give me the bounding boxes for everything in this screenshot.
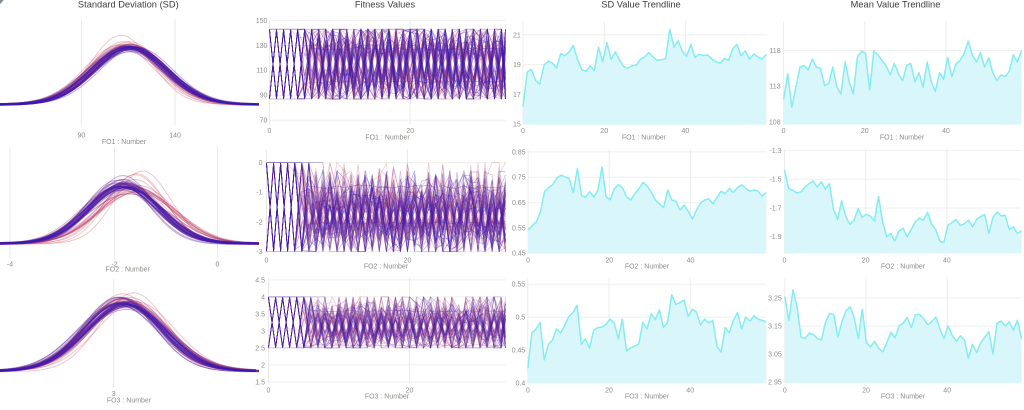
svg-text:0: 0 — [265, 257, 269, 264]
svg-text:FO1 : Number: FO1 : Number — [365, 135, 410, 142]
svg-text:0: 0 — [268, 128, 272, 135]
svg-text:-2: -2 — [256, 219, 262, 226]
svg-text:-1.5: -1.5 — [769, 177, 781, 184]
svg-text:FO1 : Number: FO1 : Number — [102, 139, 147, 146]
svg-text:1.5: 1.5 — [255, 379, 265, 386]
svg-text:-1.9: -1.9 — [769, 234, 781, 241]
svg-text:SD Value Trendline: SD Value Trendline — [601, 0, 680, 9]
svg-text:0.5: 0.5 — [516, 315, 526, 322]
svg-text:20: 20 — [605, 257, 613, 264]
svg-text:140: 140 — [169, 132, 181, 139]
svg-text:FO2 : Number: FO2 : Number — [881, 264, 926, 271]
svg-text:FO1 : Number: FO1 : Number — [880, 135, 925, 142]
svg-text:0: 0 — [216, 261, 220, 268]
svg-text:FO2 : Number: FO2 : Number — [106, 267, 151, 274]
svg-text:40: 40 — [686, 387, 694, 394]
svg-text:FO1 : Number: FO1 : Number — [622, 135, 667, 142]
svg-text:FO2 : Number: FO2 : Number — [364, 264, 409, 271]
svg-text:150: 150 — [256, 18, 268, 25]
svg-text:FO3 : Number: FO3 : Number — [107, 397, 152, 404]
svg-text:0.55: 0.55 — [512, 225, 526, 232]
svg-text:0.65: 0.65 — [512, 200, 526, 207]
svg-text:20: 20 — [605, 387, 613, 394]
svg-text:20: 20 — [861, 128, 869, 135]
svg-text:-4: -4 — [7, 261, 13, 268]
svg-text:Fitness Values: Fitness Values — [355, 0, 416, 9]
svg-text:3.05: 3.05 — [768, 351, 782, 358]
svg-text:108: 108 — [769, 120, 781, 127]
svg-text:130: 130 — [256, 43, 268, 50]
svg-text:FO3 : Number: FO3 : Number — [625, 393, 670, 400]
svg-text:113: 113 — [769, 84, 780, 91]
svg-text:0: 0 — [782, 128, 786, 135]
svg-text:FO3 : Number: FO3 : Number — [365, 393, 410, 400]
svg-text:-3: -3 — [256, 249, 262, 256]
svg-text:2: 2 — [261, 362, 265, 369]
svg-text:Mean Value Trendline: Mean Value Trendline — [851, 0, 941, 9]
svg-text:FO2 : Number: FO2 : Number — [625, 264, 670, 271]
svg-text:3.5: 3.5 — [255, 311, 265, 318]
svg-text:40: 40 — [682, 128, 690, 135]
svg-text:2.95: 2.95 — [768, 379, 782, 386]
svg-text:3.25: 3.25 — [768, 295, 782, 302]
svg-text:118: 118 — [769, 48, 780, 55]
svg-text:20: 20 — [600, 128, 608, 135]
svg-text:19: 19 — [513, 62, 521, 69]
svg-text:FO3 : Number: FO3 : Number — [881, 393, 926, 400]
svg-text:0.55: 0.55 — [512, 282, 526, 289]
svg-text:0.75: 0.75 — [512, 175, 526, 182]
svg-text:21: 21 — [513, 32, 521, 39]
svg-text:70: 70 — [260, 118, 268, 125]
svg-text:0: 0 — [267, 387, 271, 394]
svg-text:110: 110 — [256, 68, 267, 75]
svg-text:90: 90 — [78, 132, 86, 139]
svg-text:4.5: 4.5 — [255, 277, 265, 284]
svg-text:20: 20 — [862, 387, 870, 394]
svg-text:4: 4 — [261, 294, 265, 301]
svg-text:90: 90 — [260, 93, 268, 100]
svg-text:0: 0 — [783, 387, 787, 394]
svg-text:0: 0 — [526, 257, 530, 264]
svg-text:-2: -2 — [111, 261, 117, 268]
svg-text:0: 0 — [259, 160, 263, 167]
svg-text:-1.3: -1.3 — [769, 148, 781, 155]
svg-text:17: 17 — [513, 92, 521, 99]
svg-text:20: 20 — [406, 128, 414, 135]
svg-text:3.15: 3.15 — [768, 323, 782, 330]
svg-text:0.45: 0.45 — [512, 251, 526, 258]
svg-text:20: 20 — [862, 257, 870, 264]
svg-text:40: 40 — [943, 257, 951, 264]
svg-text:0: 0 — [783, 257, 787, 264]
svg-text:40: 40 — [943, 387, 951, 394]
svg-text:40: 40 — [942, 128, 950, 135]
svg-text:0.45: 0.45 — [512, 347, 526, 354]
svg-text:20: 20 — [406, 387, 414, 394]
svg-text:0.4: 0.4 — [516, 380, 526, 387]
svg-text:3: 3 — [261, 328, 265, 335]
svg-text:-1.7: -1.7 — [769, 205, 781, 212]
svg-text:Standard Deviation (SD): Standard Deviation (SD) — [78, 0, 179, 9]
svg-text:0: 0 — [526, 387, 530, 394]
svg-text:2.5: 2.5 — [255, 345, 265, 352]
svg-text:3: 3 — [112, 391, 116, 398]
svg-text:0: 0 — [521, 128, 525, 135]
svg-text:0.85: 0.85 — [512, 149, 526, 156]
svg-text:-1: -1 — [256, 190, 262, 197]
svg-text:15: 15 — [513, 122, 521, 129]
svg-text:20: 20 — [404, 257, 412, 264]
svg-text:40: 40 — [687, 257, 695, 264]
